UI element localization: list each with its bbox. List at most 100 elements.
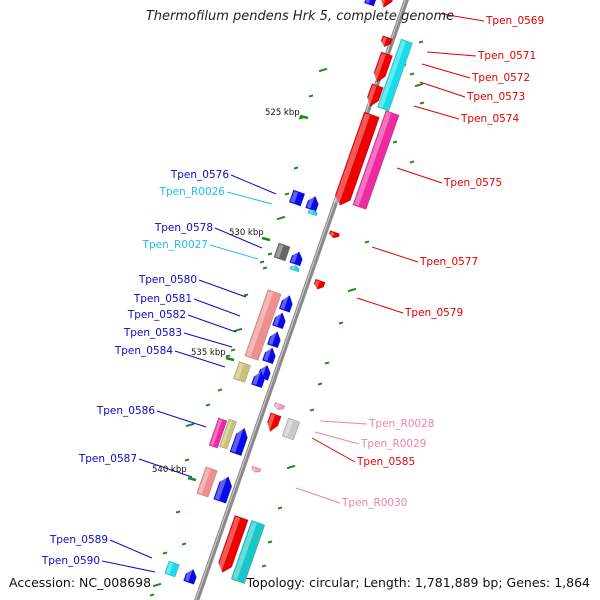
scale-label: 525 kbp [265,108,300,118]
gc-skew-mark [309,408,315,412]
gc-skew-mark [409,72,415,76]
gc-skew-mark [418,40,424,44]
gene-Tpen_0584-b [250,371,265,389]
gene-Tpen_0572 [372,51,394,83]
map-title: Thermofilum pendens Hrk 5, complete geno… [145,9,455,24]
gc-skew-mark [276,215,286,221]
gene-label: Tpen_0580 [138,274,197,286]
gene-label: Tpen_R0029 [360,438,426,450]
gene-Tpen_0587 [213,475,233,504]
gene-label: Tpen_0581 [133,293,192,305]
gc-skew-mark [225,354,231,358]
gc-skew-mark [347,287,357,293]
gene-label: Tpen_0571 [477,50,536,62]
gc-skew-mark [419,101,425,105]
gc-skew-mark [308,94,314,98]
label-leader [226,191,273,205]
gc-skew-mark [181,542,187,546]
gene-Tpen_0575-red [333,111,380,206]
gene-Tpen_0576-a [288,189,306,207]
label-leader [183,332,233,348]
label-leader [138,458,193,478]
gene-label: Tpen_0582 [127,309,186,321]
gc-skew-mark [267,540,273,544]
gene-Tpen_0576-b [305,195,319,212]
gc-skew-mark [324,361,330,365]
gene-label: Tpen_0587 [78,453,137,465]
gene-Tpen_R0029 [281,417,301,441]
gene-Tpen_0581-salmon [244,289,282,361]
gene-Tpen_0582 [266,331,281,349]
gene-Tpen_0586 [229,427,248,457]
label-leader [187,314,237,333]
gc-skew-mark [284,192,290,196]
label-leader [311,437,356,463]
label-leader [441,13,485,22]
gene-Tpen_R0026 [307,209,318,217]
gc-skew-mark [149,593,155,597]
gene-Tpen_0578 [273,242,291,262]
label-leader [209,244,259,260]
gene-Tpen_R0027 [289,265,300,273]
scale-label: 530 kbp [229,228,264,238]
gene-label: Tpen_0579 [404,307,463,319]
gene-Tpen_0581 [271,312,286,330]
scale-marks: 525 kbp 530 kbp 535 kbp 540 kbp [152,108,309,482]
label-leader [314,431,360,445]
gc-skew-mark [409,160,415,164]
gene-label: Tpen_R0028 [368,418,434,430]
label-leader [230,174,277,195]
gene-labels: Tpen_0576 Tpen_R0026 Tpen_0578 Tpen_R0027 Tp… [41,13,544,573]
gene-label: Tpen_0578 [154,222,213,234]
scale-label: 540 kbp [152,465,187,475]
gc-skew-mark [262,266,268,270]
label-leader [101,560,156,573]
label-leader [319,420,368,425]
gene-Tpen_0569-blue [363,0,381,7]
gene-label: Tpen_0573 [466,91,525,103]
topology-text: Topology: circular; Length: 1,781,889 bp… [246,575,590,590]
gc-skew-mark [317,382,323,386]
gene-label: Tpen_R0030 [341,497,407,509]
gc-skew-mark [205,403,211,407]
gc-skew-mark [184,458,190,462]
gene-Tpen_R0028 [273,402,286,411]
gene-Tpen_0589 [164,560,180,578]
gene-Tpen_0574 [365,83,384,107]
gc-skew-mark [318,67,328,73]
gc-skew-mark [185,422,195,428]
label-leader [421,63,471,79]
gene-Tpen_0571 [380,35,393,48]
gc-skew-mark [364,240,370,244]
label-leader [193,298,241,317]
label-leader [426,51,477,57]
gene-Tpen_0577 [328,230,341,239]
label-leader [396,167,443,184]
gene-Tpen_0588-teal [230,520,266,584]
label-leader [295,487,341,504]
gc-skew-track [149,40,425,597]
gene-Tpen_0585 [266,412,282,432]
gene-label: Tpen_0584 [114,345,173,357]
gene-Tpen_0587-salmon [196,466,218,498]
scale-tick [225,356,235,362]
gene-Tpen_0569 [379,0,397,8]
label-leader [371,246,419,263]
gene-Tpen_0580 [278,294,293,313]
label-leader [214,227,263,249]
gc-skew-mark [217,388,223,392]
gene-Tpen_0583 [261,347,276,365]
gene-Tpen_0586-pink [208,417,228,449]
gc-skew-mark [259,260,265,264]
gc-skew-mark [293,166,299,170]
scale-tick [299,114,309,120]
gene-label: Tpen_0576 [170,169,229,181]
label-leader [174,350,226,368]
gene-Tpen_0590 [183,568,197,585]
gene-Tpen_0586-khaki [219,418,237,450]
gene-label: Tpen_0574 [460,113,519,125]
gene-label: Tpen_0572 [471,72,530,84]
gc-skew-mark [152,582,162,588]
